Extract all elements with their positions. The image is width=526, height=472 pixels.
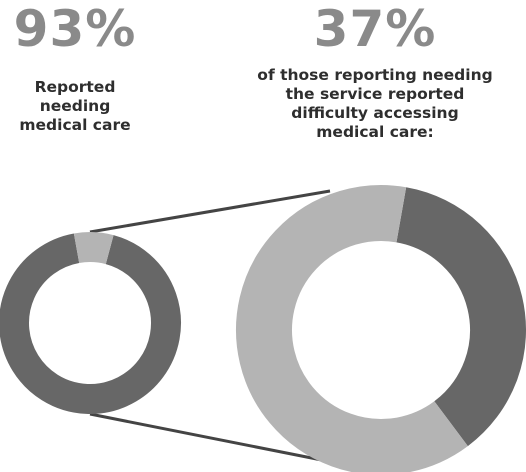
small-donut-slice-1 bbox=[73, 232, 114, 265]
large-donut-slice-1 bbox=[236, 185, 468, 472]
small-donut-chart bbox=[0, 232, 181, 414]
left-stat-caption: Reported needing medical care bbox=[0, 78, 150, 135]
right-stat-value: 37% bbox=[313, 0, 437, 58]
right-caption-line: the service reported bbox=[285, 84, 465, 103]
connector-line-top bbox=[89, 189, 331, 234]
left-caption-line: needing bbox=[39, 96, 111, 115]
right-stat-caption: of those reporting needing the service r… bbox=[225, 66, 525, 142]
left-stat-value: 93% bbox=[13, 0, 137, 58]
left-caption-line: medical care bbox=[19, 115, 131, 134]
small-donut-slice-0 bbox=[0, 233, 181, 414]
left-stat: 93% Reported needing medical care bbox=[0, 4, 150, 135]
right-caption-line: medical care: bbox=[316, 122, 434, 141]
right-caption-line: of those reporting needing bbox=[257, 66, 493, 84]
large-donut-chart bbox=[236, 185, 526, 472]
right-stat: 37% of those reporting needing the servi… bbox=[225, 4, 525, 142]
large-donut-slice-0 bbox=[395, 187, 526, 447]
left-caption-line: Reported bbox=[34, 78, 116, 96]
right-caption-line: difficulty accessing bbox=[291, 103, 459, 122]
